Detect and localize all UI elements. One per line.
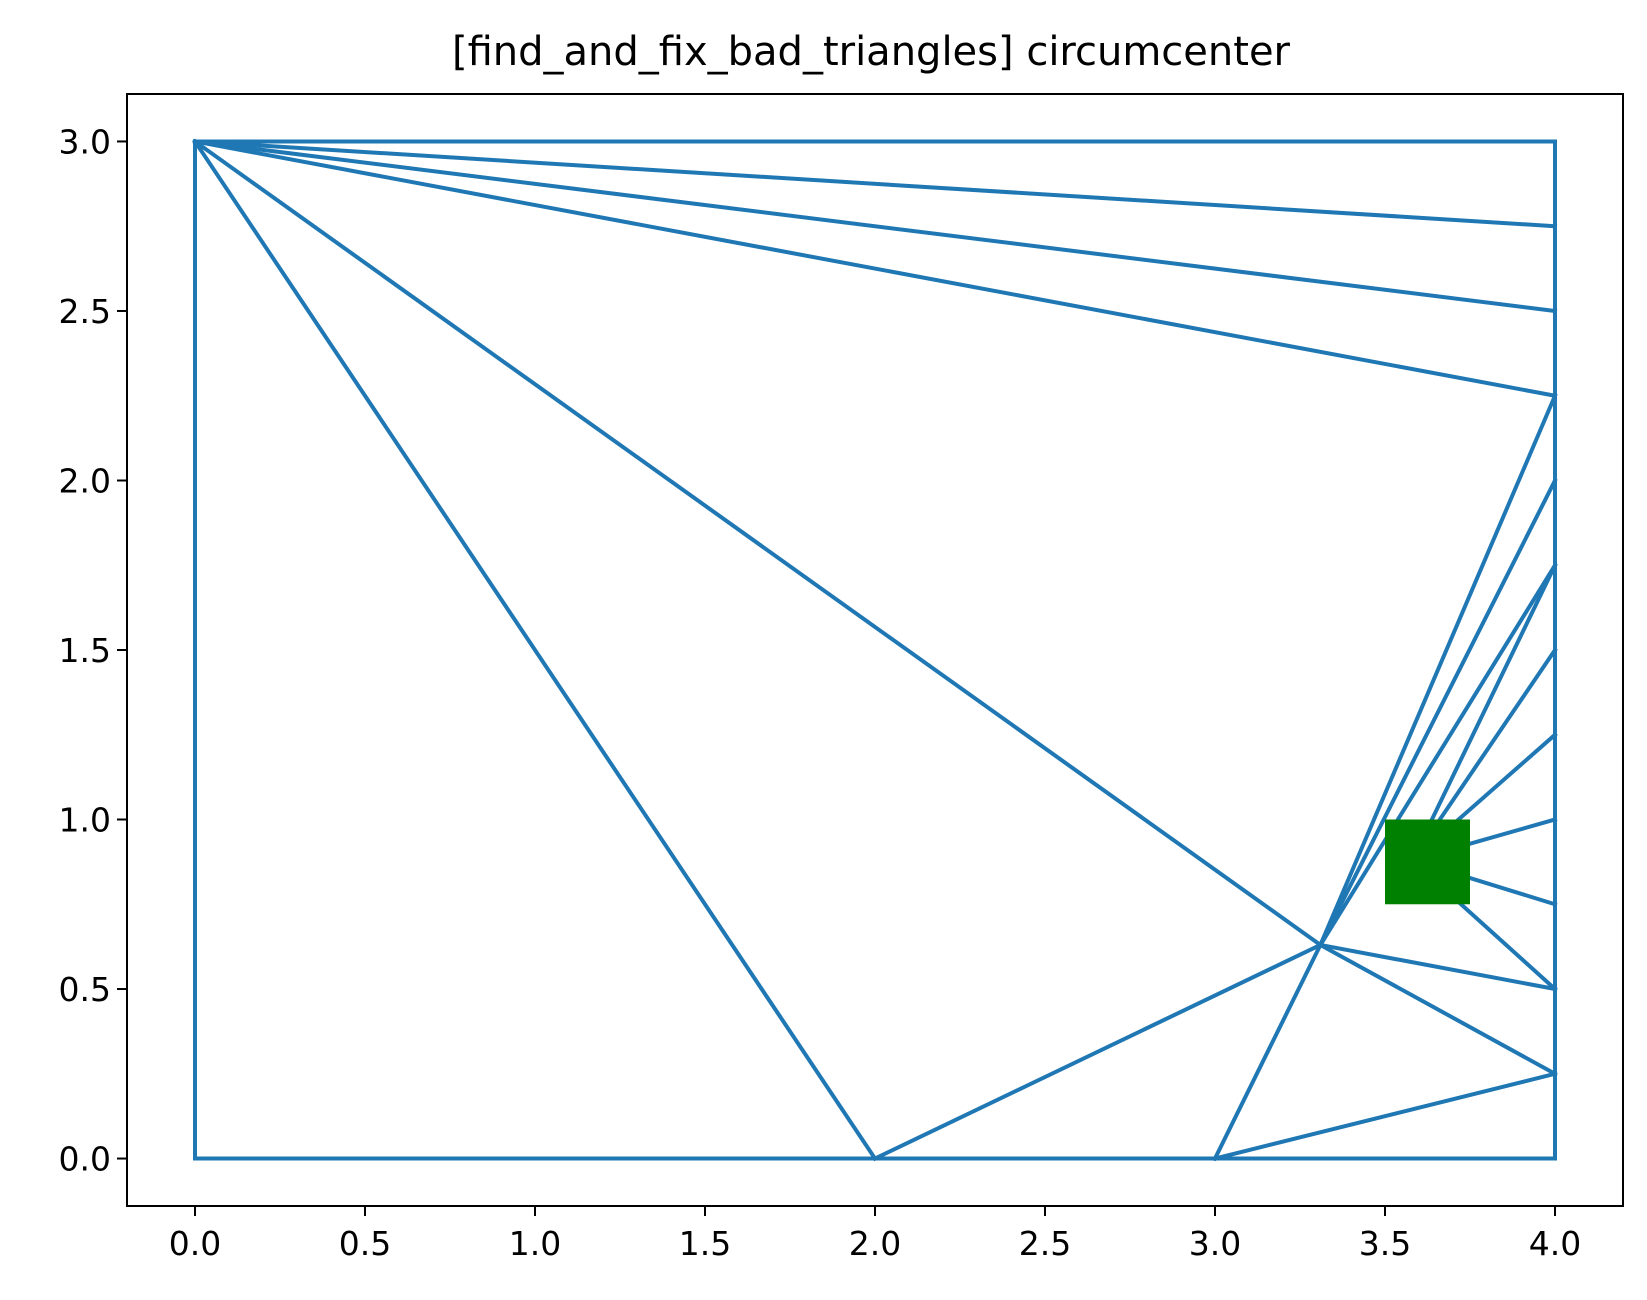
y-tick-label: 0.5 bbox=[59, 970, 111, 1009]
y-tick-label: 0.0 bbox=[59, 1140, 111, 1179]
triangle-edge bbox=[192, 139, 1558, 399]
x-tick-label: 2.0 bbox=[849, 1224, 901, 1263]
x-tick-label: 1.5 bbox=[679, 1224, 731, 1263]
triangle-edge bbox=[1318, 942, 1558, 992]
x-tick-label: 4.0 bbox=[1529, 1224, 1581, 1263]
triangle-edge bbox=[1212, 942, 1324, 1162]
y-tick-label: 3.0 bbox=[59, 122, 111, 161]
triangle-edge bbox=[1317, 942, 1558, 1077]
triangle-edge bbox=[1409, 562, 1558, 863]
triangle-edge bbox=[1212, 1071, 1558, 1161]
triangle-edge bbox=[1317, 477, 1558, 948]
markers bbox=[1385, 819, 1470, 905]
x-tick-label: 3.5 bbox=[1359, 1224, 1411, 1263]
x-tick-label: 0.5 bbox=[339, 1224, 391, 1263]
plot-frame bbox=[126, 93, 1624, 1207]
x-axis-ticks: 0.0 0.5 1.0 1.5 2.0 2.5 3.0 3.5 4.0 bbox=[169, 1206, 1581, 1263]
y-tick-label: 2.0 bbox=[59, 461, 111, 500]
y-axis-ticks: 0.0 0.5 1.0 1.5 2.0 2.5 3.0 bbox=[59, 122, 127, 1179]
triangle-edge bbox=[1317, 562, 1558, 948]
triangulation-edges bbox=[192, 138, 1558, 1162]
x-tick-label: 1.0 bbox=[509, 1224, 561, 1263]
y-tick-label: 1.5 bbox=[59, 631, 111, 670]
triangle-edge bbox=[872, 942, 1324, 1162]
y-tick-label: 2.5 bbox=[59, 292, 111, 331]
y-tick-label: 1.0 bbox=[59, 801, 111, 840]
triangle-edge bbox=[192, 139, 1558, 314]
triangle-edge bbox=[192, 139, 1558, 229]
circumcenter-marker bbox=[1385, 819, 1470, 905]
chart-title: [find_and_fix_bad_triangles] circumcente… bbox=[452, 29, 1291, 75]
triangle-edge bbox=[192, 138, 878, 1162]
x-tick-label: 2.5 bbox=[1019, 1224, 1071, 1263]
triangle-edge bbox=[1317, 393, 1558, 948]
x-tick-label: 0.0 bbox=[169, 1224, 221, 1263]
triangle-edge bbox=[192, 138, 1324, 948]
x-tick-label: 3.0 bbox=[1189, 1224, 1241, 1263]
